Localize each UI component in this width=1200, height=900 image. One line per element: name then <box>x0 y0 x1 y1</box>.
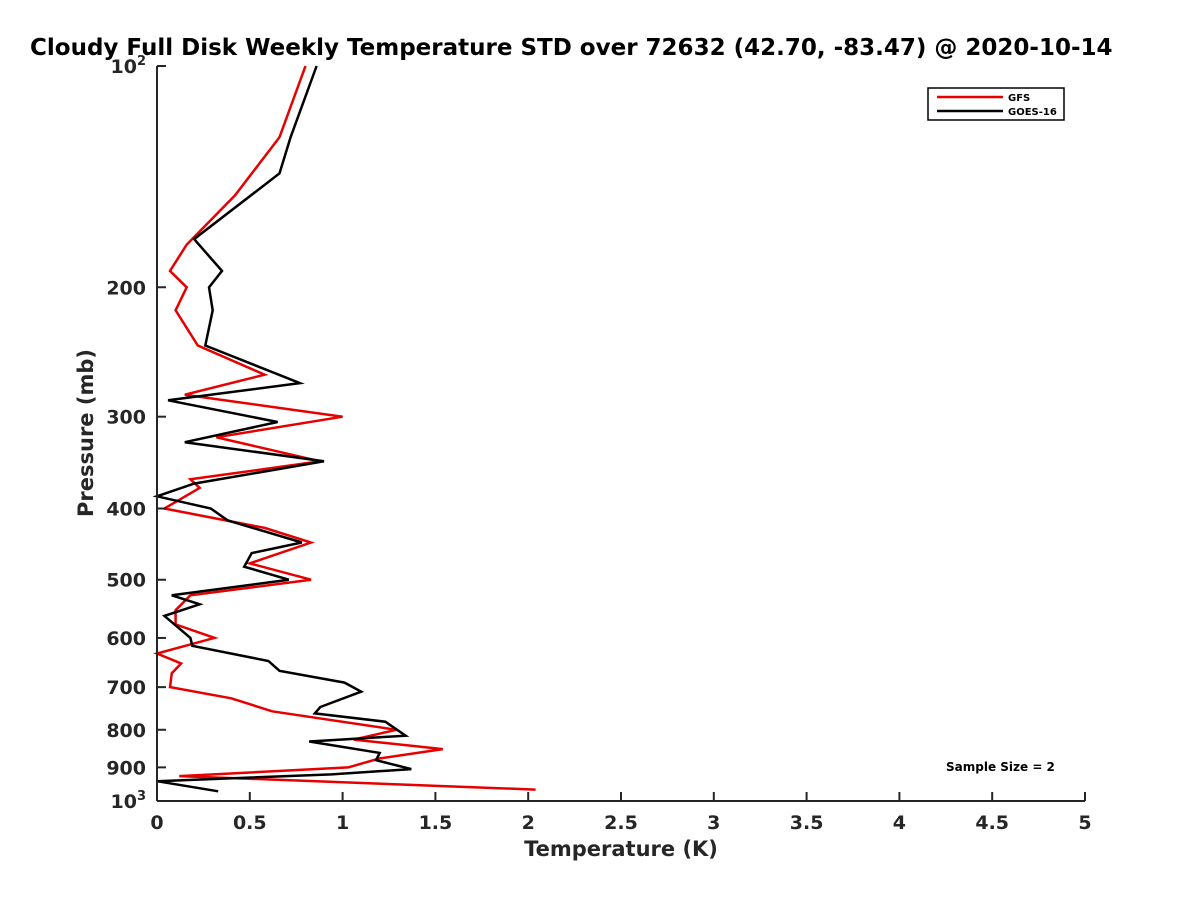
y-tick-label: 300 <box>106 407 146 429</box>
x-tick-label: 0.5 <box>233 812 267 834</box>
y-tick-label: 800 <box>106 720 146 742</box>
plot-area <box>157 66 1085 801</box>
x-tick-label: 3.5 <box>790 812 824 834</box>
y-tick-label: 400 <box>106 499 146 521</box>
x-tick-label: 2.5 <box>604 812 638 834</box>
x-tick-label: 1 <box>336 812 349 834</box>
x-tick-label: 2 <box>522 812 535 834</box>
series-layer <box>152 65 536 793</box>
y-axis-label: Pressure (mb) <box>74 349 98 517</box>
legend: GFS GOES-16 <box>927 87 1065 121</box>
x-tick-label: 4.5 <box>975 812 1009 834</box>
y-tick-exponent: 3 <box>137 789 146 804</box>
sample-size-annotation: Sample Size = 2 <box>946 760 1055 774</box>
x-tick-label: 5 <box>1078 812 1091 834</box>
chart-title: Cloudy Full Disk Weekly Temperature STD … <box>30 35 1113 61</box>
legend-box <box>927 87 1065 121</box>
series-line-goes-16 <box>152 65 412 793</box>
y-tick-label: 103 <box>111 789 147 813</box>
x-tick-label: 0 <box>150 812 163 834</box>
y-axis-ticks: 102 200 300 400 500 600 700 800 900 103 <box>106 54 166 813</box>
x-axis-ticks: 0 0.5 1 1.5 2 2.5 3 3.5 4 4.5 5 <box>150 792 1092 834</box>
y-tick-label: 900 <box>106 757 146 779</box>
y-tick-exponent: 2 <box>137 54 146 69</box>
x-tick-label: 4 <box>893 812 906 834</box>
x-tick-label: 1.5 <box>419 812 453 834</box>
x-axis-label: Temperature (K) <box>524 837 718 861</box>
y-tick-label: 200 <box>106 277 146 299</box>
legend-label-goes16: GOES-16 <box>1008 107 1057 118</box>
legend-label-gfs: GFS <box>1008 93 1030 104</box>
y-tick-label: 700 <box>106 677 146 699</box>
y-tick-label: 102 <box>111 54 147 78</box>
x-tick-label: 3 <box>707 812 720 834</box>
y-tick-label: 600 <box>106 628 146 650</box>
y-tick-label: 500 <box>106 570 146 592</box>
